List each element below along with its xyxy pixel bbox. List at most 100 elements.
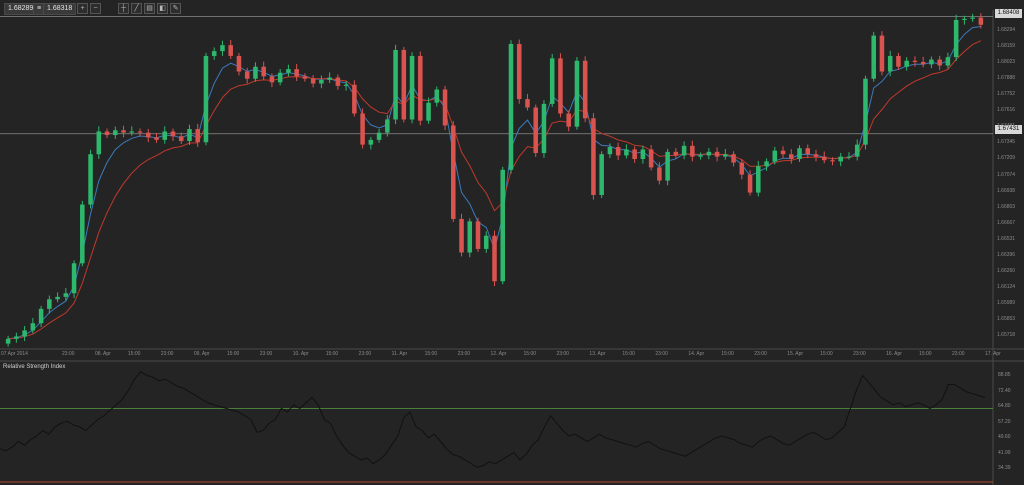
x-tick-label: 15:00 (622, 351, 635, 357)
candle-body (690, 145, 695, 157)
candle-body (418, 55, 423, 121)
zoom-out-icon[interactable]: − (90, 3, 101, 14)
x-tick-label: 23:00 (952, 351, 965, 357)
y-tick-label: 1.65989 (997, 299, 1016, 306)
candle-body (500, 169, 506, 282)
candle-body (228, 45, 233, 56)
candle-body (607, 147, 613, 155)
candle-body (945, 57, 951, 66)
x-tick-label: 15:00 (127, 351, 141, 357)
candle-body (937, 59, 942, 66)
chart-toolbar: 1.68289 ≡ 1.68318 + − ┼ ╱ ▤ ◧ ✎ (0, 0, 1024, 16)
candle-body (929, 59, 934, 65)
candle-body (426, 102, 431, 121)
x-tick-label: 15:00 (820, 351, 833, 357)
candle-body (549, 58, 555, 104)
candle-body (376, 132, 382, 140)
candle-body (434, 89, 440, 103)
x-tick-label: 12. Apr (490, 351, 507, 357)
x-tick-label: 15:00 (721, 351, 734, 357)
candle-body (22, 330, 27, 337)
y-tick-label: 1.67209 (997, 155, 1016, 162)
y-tick-label: 1.67752 (997, 91, 1016, 98)
candle-body (805, 148, 811, 155)
rsi-tick-label: 49.60 (998, 434, 1011, 440)
candle-body (871, 35, 876, 79)
x-tick-label: 23:00 (556, 351, 569, 357)
candle-body (846, 156, 852, 158)
candle-body (319, 79, 324, 84)
draw-icon[interactable]: ✎ (170, 3, 181, 14)
candle-body (516, 43, 522, 100)
candle-body (780, 150, 786, 155)
candle-body (236, 55, 242, 72)
crosshair-icon[interactable]: ┼ (118, 3, 129, 14)
line-tool-icon[interactable]: ╱ (131, 3, 142, 14)
last-price-tag: 1.68408 (995, 9, 1022, 18)
candle-body (492, 235, 497, 282)
candle-body (327, 77, 332, 80)
candle-body (393, 49, 398, 120)
candle-body (508, 43, 514, 170)
candle-body (96, 131, 102, 155)
rsi-tick-label: 88.85 (998, 372, 1011, 378)
candle-body (896, 55, 901, 67)
candle-body (459, 218, 464, 253)
x-tick-label: 08. Apr (94, 351, 111, 357)
candle-body (261, 66, 266, 77)
rsi-tick-label: 57.20 (998, 418, 1011, 425)
candle-body (14, 336, 19, 339)
candle-body (673, 151, 679, 156)
candle-body (525, 99, 530, 108)
candle-body (80, 204, 85, 264)
candle-body (887, 55, 893, 72)
candle-body (310, 78, 316, 84)
rsi-line (0, 371, 986, 468)
candle-body (772, 150, 778, 162)
x-tick-label: 23:00 (457, 351, 471, 357)
x-tick-label: 15:00 (919, 351, 932, 357)
candle-body (63, 293, 69, 297)
candle-body (178, 136, 184, 142)
candle-body (541, 103, 547, 154)
rsi-tick-label: 72.40 (998, 387, 1011, 394)
x-tick-label: 23:00 (62, 351, 75, 357)
x-tick-label: 15:00 (424, 351, 438, 357)
y-tick-label: 1.68159 (997, 43, 1016, 50)
candle-body (821, 156, 827, 161)
layers-icon[interactable]: ▤ (144, 3, 155, 14)
y-tick-label: 1.68023 (997, 59, 1016, 66)
y-tick-label: 1.67888 (997, 75, 1016, 82)
candle-body (137, 131, 143, 133)
candle-body (698, 155, 703, 157)
candle-body (170, 131, 176, 137)
candle-body (343, 84, 349, 86)
indicator-icon[interactable]: ◧ (157, 3, 168, 14)
candle-body (706, 151, 712, 156)
candle-body (714, 151, 720, 157)
candle-body (640, 149, 646, 160)
candle-body (566, 113, 571, 127)
x-tick-label: 15. Apr (787, 351, 804, 357)
candle-body (104, 131, 110, 136)
candle-body (203, 55, 209, 143)
candle-body (475, 221, 481, 249)
candle-body (978, 17, 984, 25)
candle-body (665, 151, 670, 181)
candle-body (838, 156, 844, 162)
candle-body (286, 69, 291, 73)
candle-body (854, 144, 860, 157)
candle-body (912, 60, 918, 62)
x-tick-label: 13. Apr (589, 351, 606, 357)
x-tick-label: 15:00 (325, 351, 339, 357)
candle-body (253, 66, 258, 79)
ma-fast-line (8, 26, 981, 340)
candle-body (5, 338, 11, 344)
zoom-in-icon[interactable]: + (77, 3, 88, 14)
ma-slow-line (8, 40, 982, 340)
ask-price: 1.68318 (43, 3, 77, 15)
x-tick-label: 17. Apr (985, 351, 1001, 357)
x-tick-label: 15:00 (226, 351, 240, 357)
candle-body (591, 118, 596, 195)
